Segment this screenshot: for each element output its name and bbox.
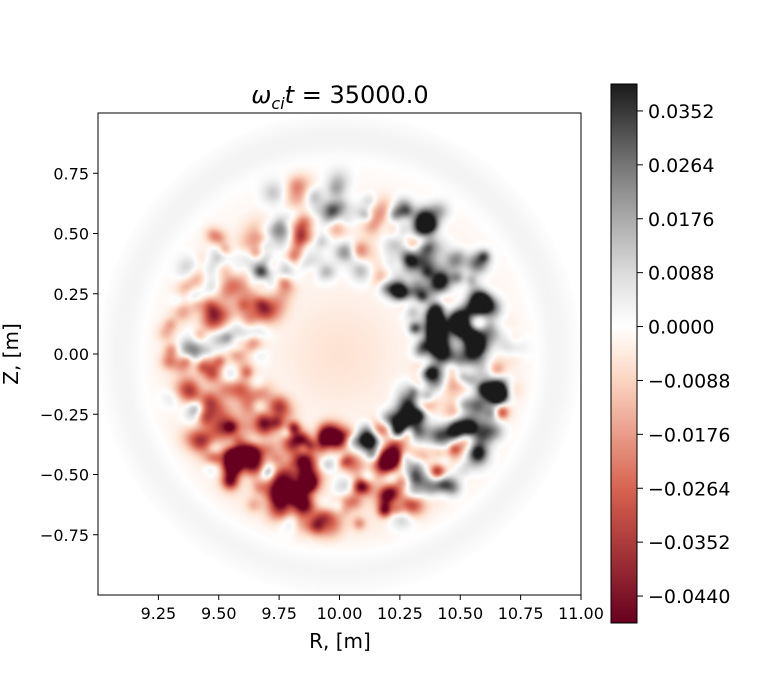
colorbar-tick-label: −0.0264 — [648, 478, 730, 500]
y-tick-label: 0.00 — [53, 345, 89, 364]
y-tick-label: 0.75 — [53, 164, 89, 183]
colorbar-tick-label: 0.0264 — [648, 155, 714, 177]
colorbar-tick-label: −0.0176 — [648, 424, 730, 446]
heatmap-image — [98, 113, 581, 595]
colorbar-tick-label: 0.0000 — [648, 317, 714, 339]
title-t: t — [285, 81, 296, 109]
y-tick-label: 0.50 — [53, 225, 89, 244]
x-axis-label: R, [m] — [309, 629, 371, 653]
x-tick-label: 9.75 — [261, 604, 297, 623]
colorbar-tick-label: 0.0176 — [648, 209, 714, 231]
colorbar-tick-label: 0.0088 — [648, 263, 714, 285]
colorbar-tick-label: 0.0352 — [648, 101, 714, 123]
colorbar-tick-label: −0.0088 — [648, 370, 730, 392]
x-tick-label: 9.25 — [141, 604, 177, 623]
colorbar-tick-label: −0.0440 — [648, 586, 730, 608]
y-axis: 0.75 0.50 0.25 0.00 −0.25 −0.50 −0.75 — [40, 164, 98, 545]
colorbar: 0.0352 0.0264 0.0176 0.0088 0.0000 −0.0088 −0.… — [610, 83, 730, 624]
colorbar-tick-label: −0.0352 — [648, 532, 730, 554]
y-tick-label: −0.75 — [40, 526, 89, 545]
y-tick-label: −0.50 — [40, 466, 89, 485]
plot-area — [97, 112, 582, 596]
title-omega: ω — [251, 81, 271, 109]
title-value: = 35000.0 — [294, 81, 429, 109]
y-axis-label: Z, [m] — [0, 323, 23, 385]
x-tick-label: 10.25 — [377, 604, 423, 623]
x-axis: 9.25 9.50 9.75 10.00 10.25 10.50 10.75 11.00 — [141, 595, 604, 623]
title-subscript: ci — [271, 94, 285, 113]
x-tick-label: 10.50 — [437, 604, 483, 623]
x-tick-label: 10.75 — [498, 604, 544, 623]
x-tick-label: 11.00 — [558, 604, 604, 623]
colorbar-ticks: 0.0352 0.0264 0.0176 0.0088 0.0000 −0.0088 −0.… — [637, 101, 730, 608]
y-tick-label: 0.25 — [53, 285, 89, 304]
x-tick-label: 10.00 — [317, 604, 363, 623]
colorbar-frame — [610, 83, 638, 624]
x-tick-label: 9.50 — [201, 604, 237, 623]
chart-title: ωcit = 35000.0 — [251, 81, 428, 113]
y-tick-label: −0.25 — [40, 405, 89, 424]
colorbar-gradient — [611, 84, 637, 623]
